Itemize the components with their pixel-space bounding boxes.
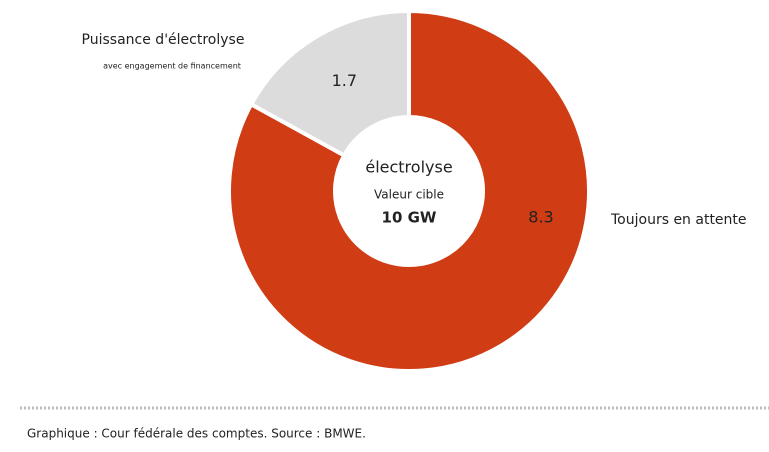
slice-note: avec engagement de financement bbox=[103, 62, 241, 71]
value-label: 8.3 bbox=[528, 208, 553, 227]
center-title: électrolyse bbox=[365, 158, 452, 177]
slice bbox=[248, 8, 411, 159]
slice bbox=[227, 8, 591, 373]
slice-label: Toujours en attente bbox=[610, 212, 747, 228]
value-label: 1.7 bbox=[332, 71, 357, 90]
center-subtitle: Valeur cible bbox=[374, 188, 444, 202]
slice-label: Puissance d'électrolyse bbox=[82, 32, 245, 48]
footer: Graphique : Cour fédérale des comptes. S… bbox=[27, 427, 366, 441]
center-value: 10 GW bbox=[382, 209, 437, 227]
